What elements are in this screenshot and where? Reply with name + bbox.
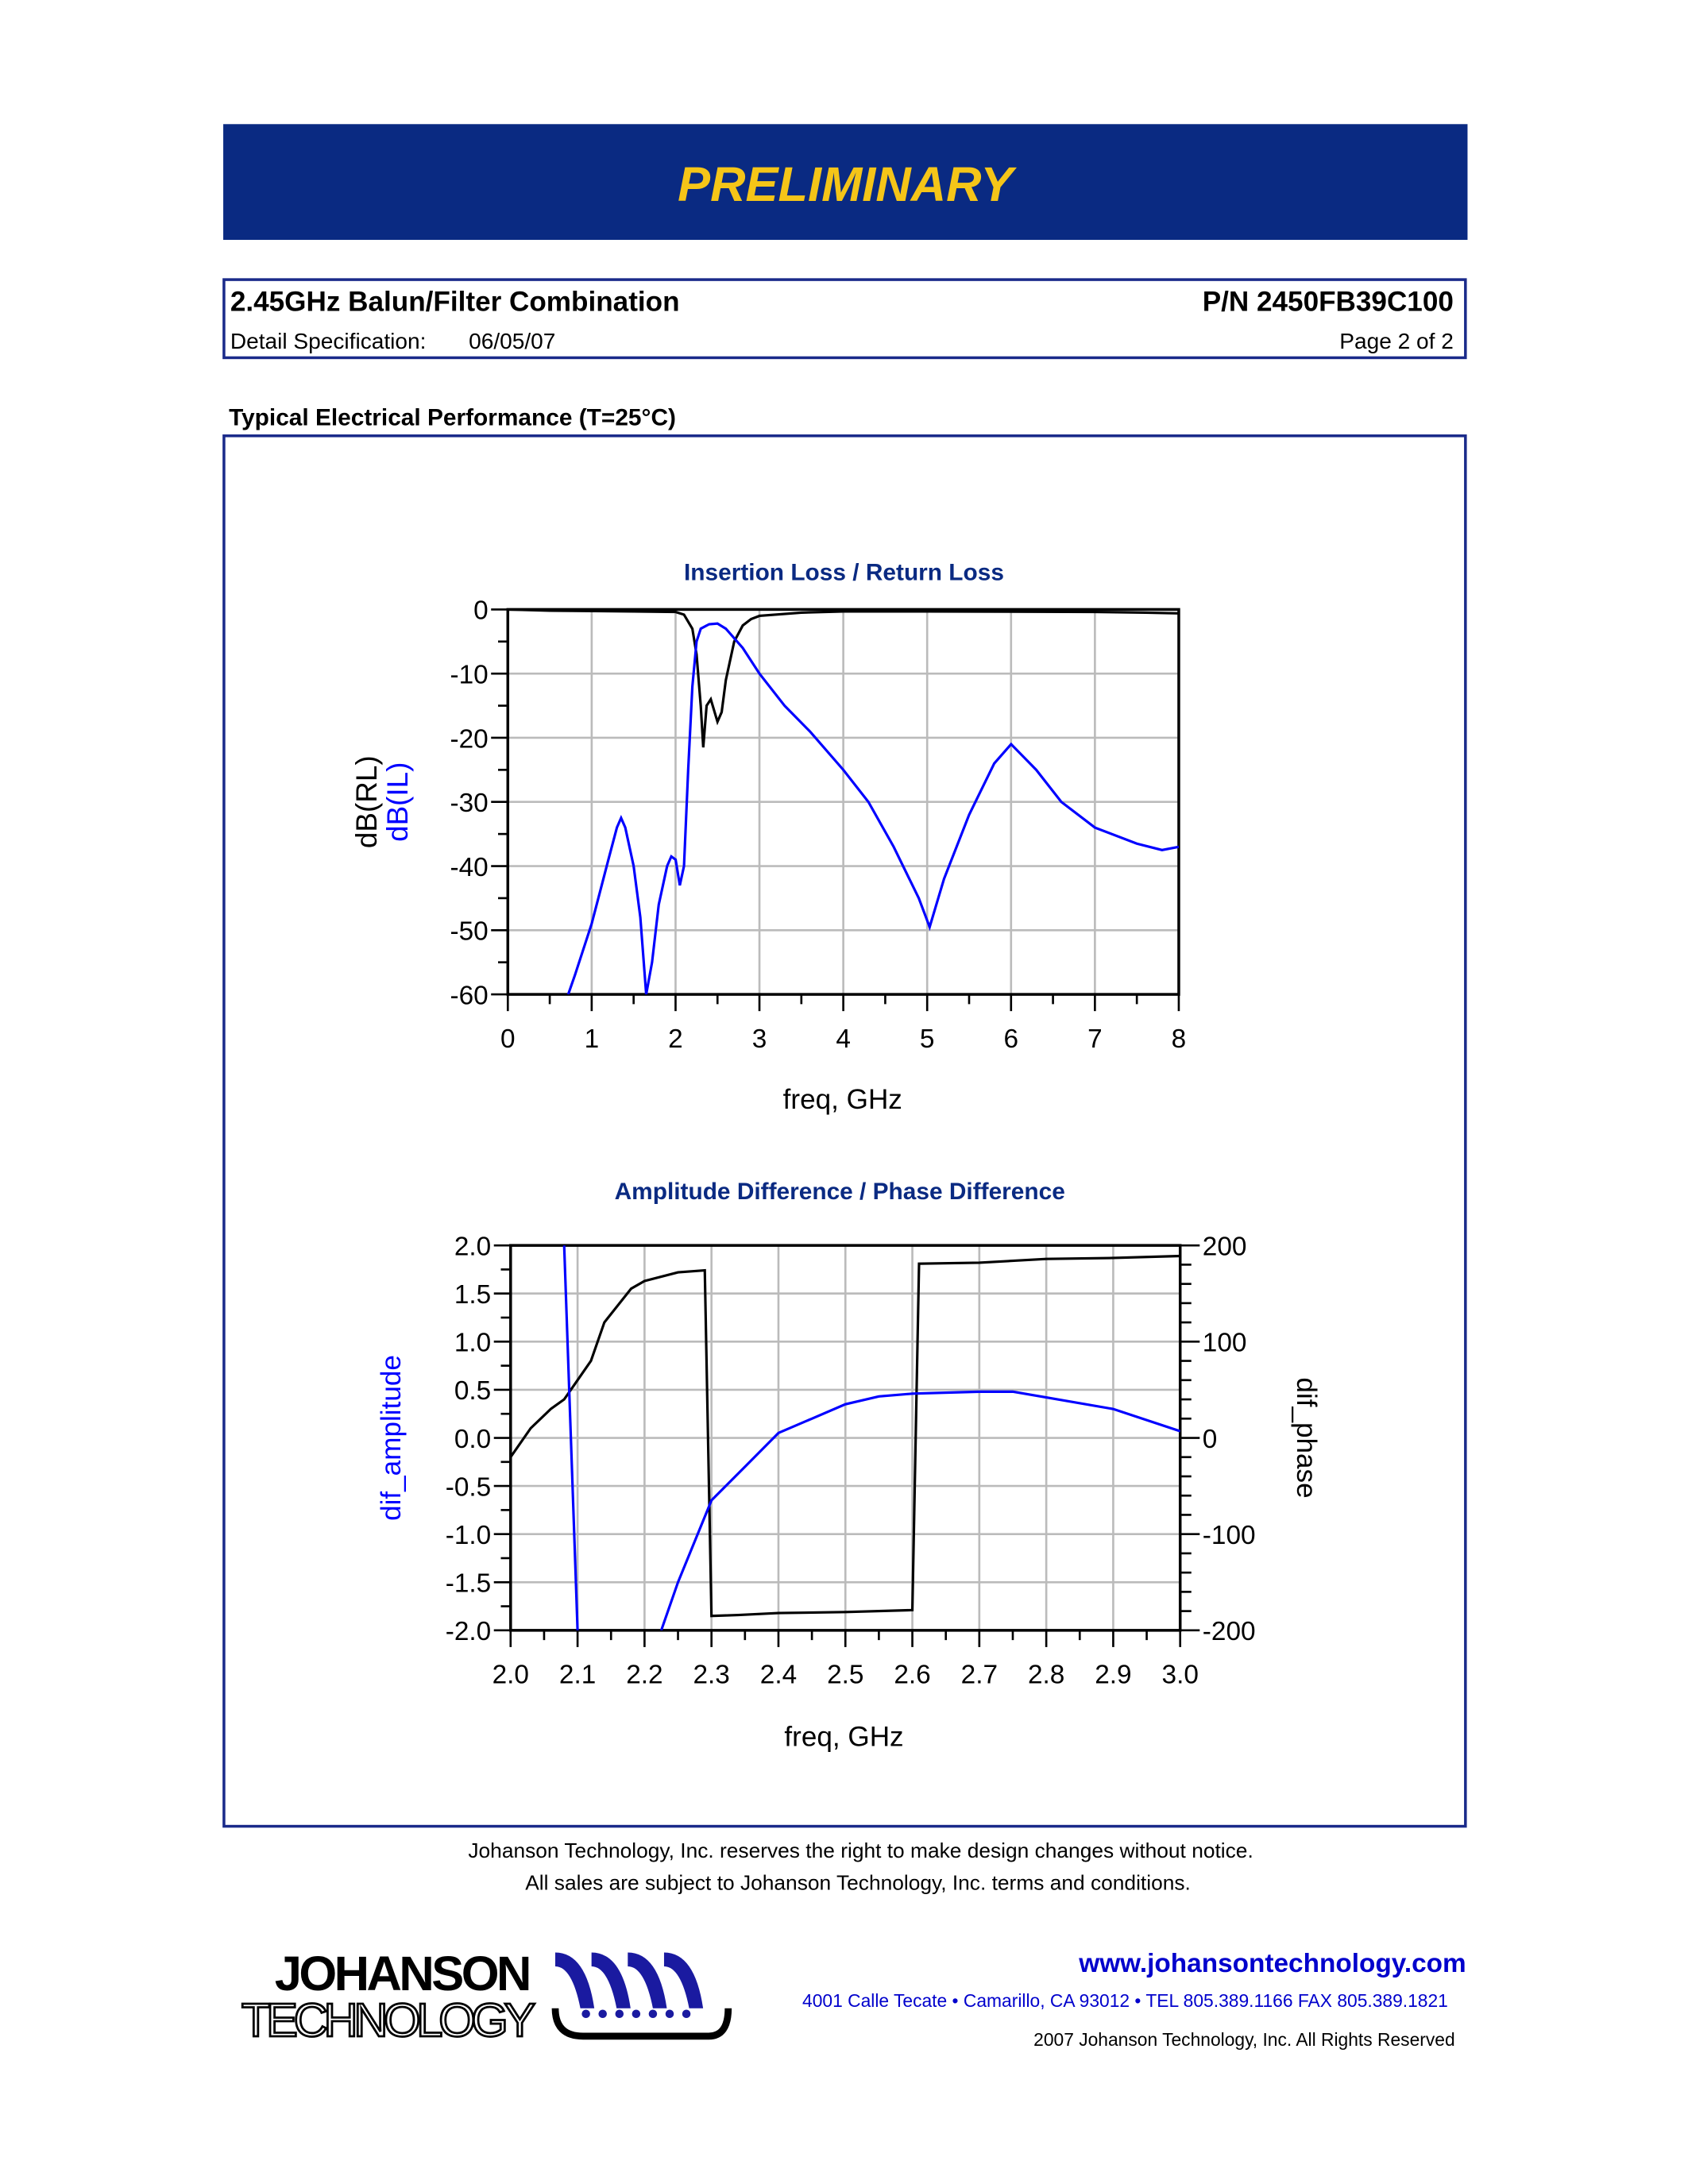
plot-frame <box>509 1244 1182 1632</box>
y-tick-label: -30 <box>450 789 488 818</box>
x-tick-label: 8 <box>1172 1024 1187 1054</box>
preliminary-banner <box>223 124 1468 241</box>
copyright: 2007 Johanson Technology, Inc. All Right… <box>1033 2029 1455 2050</box>
x-tick-label: 7 <box>1087 1024 1103 1054</box>
y-tick-label: -2.0 <box>446 1617 491 1646</box>
svg-text:JOHANSON: JOHANSON <box>275 1947 529 2001</box>
y-tick-label: -50 <box>450 917 488 947</box>
section-title: Typical Electrical Performance (T=25°C) <box>229 405 676 431</box>
x-tick-label: 2.5 <box>827 1661 863 1690</box>
x-tick-label: 2.8 <box>1028 1661 1064 1690</box>
y-tick-label: -0.5 <box>446 1472 491 1502</box>
series-line-dif_amplitude <box>562 1245 579 1630</box>
x-tick-label: 2.9 <box>1095 1661 1131 1690</box>
y-tick-label: 0.5 <box>454 1376 491 1406</box>
plot-frame <box>506 608 1180 996</box>
x-tick-label: 2.0 <box>492 1661 529 1690</box>
y-tick-label: -10 <box>450 660 488 689</box>
x-tick-label: 1 <box>585 1024 600 1054</box>
series-line-dbil <box>566 622 1179 995</box>
spec-box <box>222 278 1467 360</box>
x-tick-label: 3.0 <box>1162 1661 1199 1690</box>
x-tick-label: 2.7 <box>961 1661 998 1690</box>
amplitude-phase-difference-chart: Amplitude Difference / Phase Difference … <box>376 1179 1322 1752</box>
right-y-tick-label: -100 <box>1203 1521 1256 1550</box>
banner-title: PRELIMINARY <box>678 157 1017 212</box>
chart2-ylabel-left: dif_amplitude <box>376 1355 407 1521</box>
x-tick-label: 2.4 <box>760 1661 797 1690</box>
x-tick-label: 2.1 <box>559 1661 596 1690</box>
svg-text:TECHNOLOGY: TECHNOLOGY <box>241 1993 535 2047</box>
right-y-tick-label: 200 <box>1203 1232 1247 1261</box>
y-tick-label: -40 <box>450 853 488 882</box>
x-tick-label: 2.3 <box>693 1661 729 1690</box>
series-line-dif_amplitude <box>659 1390 1180 1630</box>
x-tick-label: 6 <box>1004 1024 1019 1054</box>
y-tick-label: -1.0 <box>446 1521 491 1550</box>
x-tick-label: 4 <box>836 1024 851 1054</box>
y-tick-label: 0 <box>473 596 489 626</box>
x-tick-label: 2.6 <box>894 1661 930 1690</box>
disclaimer-line-1: Johanson Technology, Inc. reserves the r… <box>468 1839 1253 1862</box>
chart2-ylabel-right: dif_phase <box>1291 1377 1322 1498</box>
right-y-tick-label: 100 <box>1203 1329 1247 1358</box>
y-tick-label: -60 <box>450 981 488 1010</box>
x-tick-label: 2.2 <box>626 1661 662 1690</box>
y-tick-label: -1.5 <box>446 1569 491 1599</box>
x-tick-label: 3 <box>752 1024 767 1054</box>
x-tick-label: 0 <box>500 1024 516 1054</box>
x-tick-label: 5 <box>920 1024 935 1054</box>
detail-spec-label: Detail Specification: <box>230 329 427 353</box>
chart1-title: Insertion Loss / Return Loss <box>684 560 1004 586</box>
y-tick-label: -20 <box>450 724 488 754</box>
part-number: P/N 2450FB39C100 <box>1203 287 1454 318</box>
company-address: 4001 Calle Tecate • Camarillo, CA 93012 … <box>802 1990 1448 2011</box>
y-tick-label: 1.0 <box>454 1329 491 1358</box>
chart1-ylabel-rl: dB(RL) <box>350 755 383 848</box>
product-title: 2.45GHz Balun/Filter Combination <box>230 287 680 318</box>
series-line-dbrl <box>508 609 1179 748</box>
performance-box <box>222 434 1467 1828</box>
y-tick-label: 2.0 <box>454 1232 491 1261</box>
insertion-return-loss-chart: Insertion Loss / Return Loss freq, GHz d… <box>350 560 1186 1116</box>
x-tick-label: 2 <box>668 1024 683 1054</box>
y-tick-label: 1.5 <box>454 1280 491 1310</box>
johanson-logo: JOHANSON TECHNOLOGY <box>241 1947 732 2047</box>
chart1-xlabel: freq, GHz <box>783 1084 902 1115</box>
disclaimer-line-2: All sales are subject to Johanson Techno… <box>525 1870 1191 1894</box>
y-tick-label: 0.0 <box>454 1425 491 1454</box>
chart2-title: Amplitude Difference / Phase Difference <box>615 1179 1065 1205</box>
right-y-tick-label: 0 <box>1203 1425 1218 1454</box>
chart2-xlabel: freq, GHz <box>784 1722 903 1753</box>
right-y-tick-label: -200 <box>1203 1617 1256 1646</box>
page-number: Page 2 of 2 <box>1339 329 1454 353</box>
website-link[interactable]: www.johansontechnology.com <box>1078 1949 1466 1978</box>
chart1-ylabel-il: dB(IL) <box>381 762 414 842</box>
spec-date: 06/05/07 <box>469 329 555 353</box>
